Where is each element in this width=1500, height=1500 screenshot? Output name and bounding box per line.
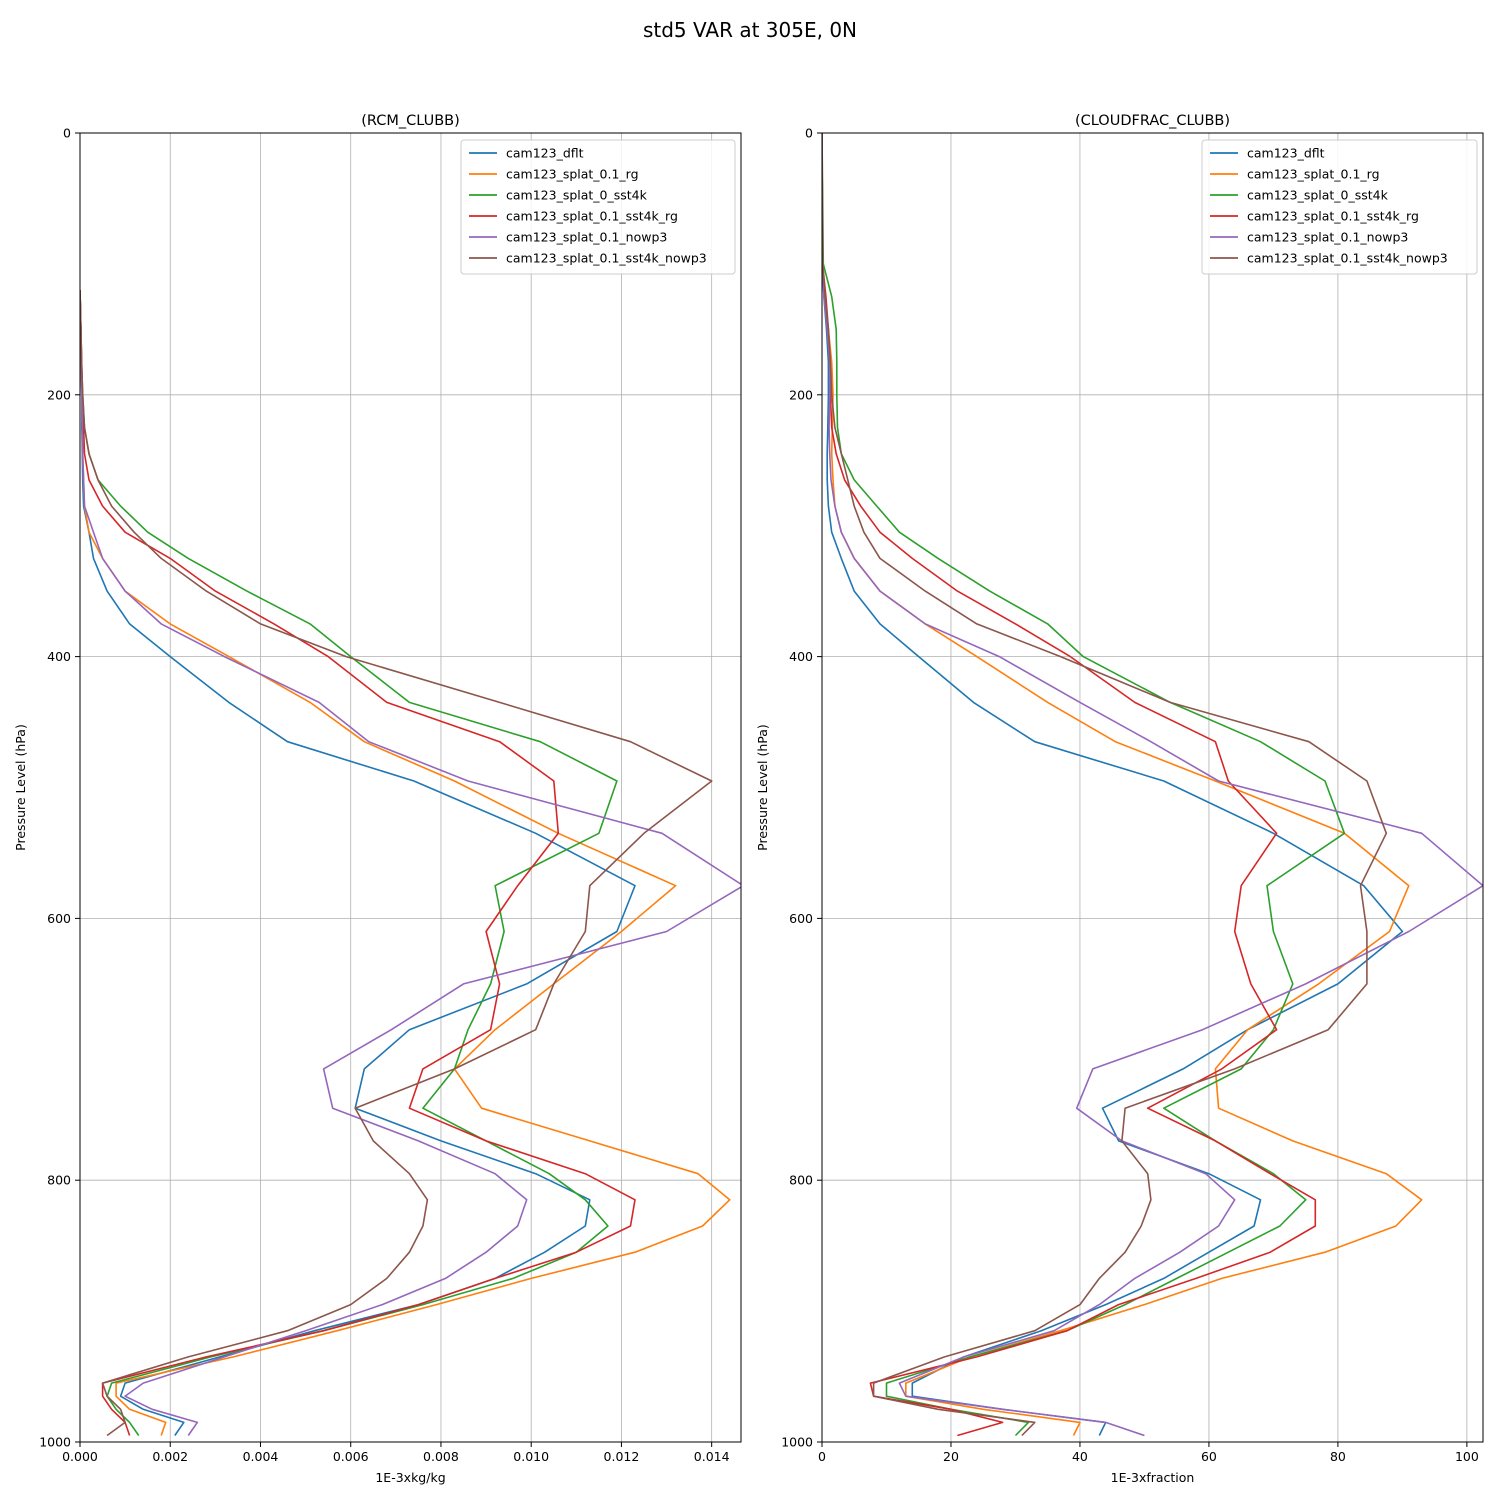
x-tick-label: 20	[943, 1449, 959, 1464]
y-tick-label: 1000	[39, 1435, 71, 1450]
x-tick-label: 80	[1330, 1449, 1346, 1464]
y-tick-label: 600	[47, 911, 71, 926]
x-tick-label: 0.012	[604, 1449, 640, 1464]
y-tick-label: 0	[63, 126, 71, 141]
legend-label-cam123_splat_0.1_sst4k_rg: cam123_splat_0.1_sst4k_rg	[1247, 209, 1419, 224]
legend: cam123_dflt cam123_splat_0.1_rg cam123_spl…	[460, 139, 736, 275]
x-tick-label: 0.002	[152, 1449, 188, 1464]
legend: cam123_dflt cam123_splat_0.1_rg cam123_spl…	[1201, 139, 1478, 275]
y-tick-label: 400	[789, 649, 813, 664]
legend-box	[1201, 139, 1478, 275]
legend-label-cam123_dflt: cam123_dflt	[1247, 146, 1325, 161]
x-tick-label: 100	[1455, 1449, 1479, 1464]
axes-title: (CLOUDFRAC_CLUBB)	[1075, 113, 1230, 129]
legend-label-cam123_splat_0.1_sst4k_nowp3: cam123_splat_0.1_sst4k_nowp3	[506, 251, 707, 266]
legend-label-cam123_dflt: cam123_dflt	[506, 146, 584, 161]
legend-label-cam123_splat_0_sst4k: cam123_splat_0_sst4k	[506, 188, 648, 203]
legend-label-cam123_splat_0.1_sst4k_nowp3: cam123_splat_0.1_sst4k_nowp3	[1247, 251, 1448, 266]
y-axis-label: Pressure Level (hPa)	[13, 724, 28, 851]
y-tick-label: 800	[47, 1173, 71, 1188]
series-line-cam123_splat_0.1_sst4k_rg	[822, 133, 1317, 1437]
x-axis-label: 1E-3xfraction	[1111, 1470, 1195, 1485]
y-axis-label: Pressure Level (hPa)	[755, 724, 770, 851]
x-tick-label: 60	[1201, 1449, 1217, 1464]
legend-label-cam123_splat_0.1_rg: cam123_splat_0.1_rg	[506, 167, 639, 182]
series-line-cam123_splat_0.1_rg	[822, 133, 1423, 1436]
y-tick-label: 1000	[781, 1435, 813, 1450]
x-tick-label: 0.006	[333, 1449, 369, 1464]
series-line-cam123_splat_0.1_sst4k_rg	[80, 290, 636, 1436]
x-tick-label: 40	[1072, 1449, 1088, 1464]
plot-area	[822, 133, 1483, 1442]
x-tick-label: 0.004	[243, 1449, 279, 1464]
y-tick-label: 200	[47, 387, 71, 402]
y-tick-label: 800	[789, 1173, 813, 1188]
series-line-cam123_splat_0.1_sst4k_nowp3	[822, 133, 1388, 1437]
series-line-cam123_dflt	[822, 133, 1404, 1436]
plot-area	[80, 133, 741, 1442]
series-line-cam123_splat_0.1_nowp3	[80, 290, 741, 1436]
x-tick-label: 0.000	[62, 1449, 98, 1464]
panel-rcm-clubb: 0.000 0.002 0.004 0.006 0.008 0.010 0.012 0.014…	[13, 113, 742, 1485]
axes-title: (RCM_CLUBB)	[361, 113, 460, 129]
series-line-cam123_splat_0.1_nowp3	[822, 133, 1483, 1437]
legend-box	[460, 139, 736, 275]
axes-frame	[821, 132, 1484, 1443]
legend-label-cam123_splat_0.1_nowp3: cam123_splat_0.1_nowp3	[506, 230, 667, 245]
y-tick-label: 600	[789, 911, 813, 926]
x-tick-label: 0.008	[423, 1449, 459, 1464]
legend-label-cam123_splat_0.1_nowp3: cam123_splat_0.1_nowp3	[1247, 230, 1408, 245]
panel-cloudfrac-clubb: 0 20 40 60 80 10002004006008001000(CLOUDFRAC_…	[755, 113, 1484, 1485]
series-line-cam123_splat_0.1_sst4k_nowp3	[80, 290, 713, 1437]
legend-label-cam123_splat_0.1_sst4k_rg: cam123_splat_0.1_sst4k_rg	[506, 209, 678, 224]
x-tick-label: 0.014	[694, 1449, 730, 1464]
figure-title: std5 VAR at 305E, 0N	[643, 18, 857, 42]
x-tick-label: 0	[818, 1449, 826, 1464]
y-tick-label: 200	[789, 387, 813, 402]
y-tick-label: 0	[805, 126, 813, 141]
axes-frame	[79, 132, 742, 1443]
x-tick-label: 0.010	[513, 1449, 549, 1464]
y-tick-label: 400	[47, 649, 71, 664]
series-line-cam123_dflt	[80, 290, 636, 1436]
legend-label-cam123_splat_0_sst4k: cam123_splat_0_sst4k	[1247, 188, 1389, 203]
x-axis-label: 1E-3xkg/kg	[375, 1470, 445, 1485]
series-line-cam123_splat_0_sst4k	[822, 133, 1346, 1437]
legend-label-cam123_splat_0.1_rg: cam123_splat_0.1_rg	[1247, 167, 1380, 182]
